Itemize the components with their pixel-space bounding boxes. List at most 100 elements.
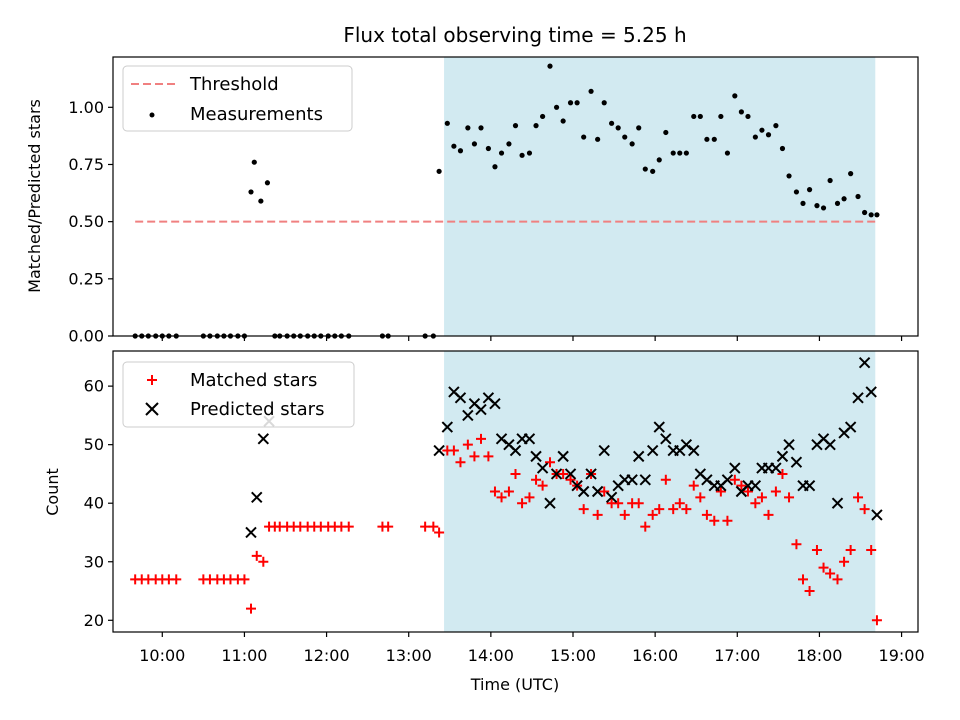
- matched-star-point: [647, 509, 658, 520]
- x-tick-label: 14:00: [468, 646, 514, 665]
- predicted-legend-marker: [145, 402, 159, 416]
- x-axis-label: Time (UTC): [470, 675, 559, 694]
- measurement-point: [663, 129, 669, 136]
- predicted-star-point: [495, 433, 508, 445]
- predicted-star-point: [852, 392, 864, 404]
- predicted-star-point: [680, 438, 693, 451]
- measurement-point: [670, 150, 676, 156]
- matched-star-point: [640, 521, 651, 532]
- y-tick-label: 20: [84, 611, 104, 630]
- matched-star-point: [839, 556, 850, 567]
- top-legend-box: [122, 65, 353, 132]
- x-tick-label: 11:00: [221, 646, 267, 665]
- matched-star-point: [633, 498, 644, 509]
- predicted-star-point: [245, 526, 257, 539]
- measurement-point: [567, 100, 574, 106]
- matched-star-point: [701, 509, 712, 520]
- measurement-point: [718, 113, 724, 120]
- y-tick-label: 1.00: [68, 98, 104, 117]
- matched-star-point: [825, 568, 836, 579]
- matched-star-point: [469, 451, 480, 462]
- bottom-panel: 20 30 40 50 60 10:00 11:00 12:00 13:00 14:00 15:0…: [43, 350, 925, 694]
- measurement-point: [732, 93, 738, 99]
- measurement-point: [248, 189, 254, 195]
- measurement-point: [656, 157, 662, 163]
- bottom-y-axis: 20 30 40 50 60: [84, 377, 113, 630]
- matched-star-point: [832, 574, 843, 585]
- measurement-point: [581, 134, 587, 140]
- predicted-star-point: [646, 444, 659, 457]
- predicted-star-point: [653, 421, 665, 433]
- matched-star-point: [510, 468, 521, 479]
- predicted-star-point: [598, 444, 610, 457]
- matched-star-point: [496, 492, 507, 503]
- measurement-point: [498, 150, 505, 156]
- top-y-axis-label: Matched/Predicted stars: [25, 99, 44, 293]
- matched-star-point: [343, 521, 354, 532]
- predicted-star-point: [536, 462, 549, 474]
- matched-star-point: [246, 603, 256, 614]
- predicted-star-point: [577, 485, 590, 498]
- bottom-legend-box: [122, 361, 355, 428]
- matched-star-point: [489, 486, 500, 497]
- x-tick-label: 17:00: [714, 646, 760, 665]
- predicted-star-point: [257, 433, 270, 445]
- matched-star-point: [859, 504, 870, 515]
- matched-star-point: [251, 550, 262, 561]
- predicted-star-point: [605, 491, 618, 504]
- matched-star-point: [784, 492, 795, 503]
- matched-star-point: [462, 439, 473, 450]
- measurement-point: [588, 88, 594, 94]
- matched-star-point: [428, 521, 439, 532]
- matched-star-point: [736, 480, 747, 491]
- predicted-star-point: [660, 433, 672, 445]
- predicted-star-point: [550, 468, 563, 480]
- measurement-point: [745, 113, 751, 120]
- matched-star-point: [756, 492, 767, 503]
- bottom-x-axis: 10:00 11:00 12:00 13:00 14:00 15:00 16:00 17:00…: [139, 632, 925, 665]
- predicted-star-point: [790, 456, 803, 468]
- x-tick-label: 13:00: [386, 646, 432, 665]
- measurement-point: [533, 123, 539, 129]
- matched-stars-series: [130, 433, 882, 626]
- measurement-point: [855, 193, 861, 200]
- matched-star-point: [545, 457, 555, 468]
- bottom-shaded-region: [444, 351, 876, 632]
- bottom-y-axis-label: Count: [43, 468, 62, 516]
- predicted-star-point: [871, 509, 883, 521]
- measurement-point: [765, 132, 772, 138]
- predicted-star-point: [454, 392, 467, 404]
- matched-star-point: [845, 545, 856, 556]
- matched-star-point: [448, 445, 459, 456]
- measurement-point: [492, 164, 498, 170]
- measurement-point: [773, 123, 779, 129]
- predicted-legend-label: Predicted stars: [190, 399, 324, 420]
- measurement-point: [841, 196, 847, 202]
- shaded-region-rect: [444, 351, 876, 632]
- predicted-star-point: [824, 438, 836, 451]
- measurement-point: [457, 148, 464, 154]
- matched-star-point: [503, 486, 514, 497]
- measurement-point: [451, 143, 457, 149]
- matched-star-point: [171, 574, 182, 585]
- y-tick-label: 0.25: [68, 269, 104, 288]
- measurement-point: [622, 134, 628, 140]
- measurement-point: [759, 127, 765, 133]
- matched-legend-marker: [147, 375, 157, 385]
- predicted-star-point: [251, 491, 263, 504]
- x-tick-label: 19:00: [879, 646, 925, 665]
- predicted-star-point: [858, 357, 871, 369]
- measurement-point: [540, 113, 546, 120]
- measurement-point: [444, 120, 450, 126]
- matched-star-point: [558, 468, 569, 479]
- predicted-star-point: [475, 403, 487, 416]
- chart-title: Flux total observing time = 5.25 h: [343, 23, 686, 47]
- matched-star-point: [517, 498, 528, 509]
- measurement-point: [642, 166, 648, 172]
- measurement-point: [629, 141, 635, 147]
- x-tick-label: 16:00: [632, 646, 678, 665]
- matched-star-point: [866, 545, 877, 556]
- x-tick-label: 18:00: [796, 646, 842, 665]
- measurement-point: [574, 100, 580, 106]
- measurement-point: [264, 180, 271, 186]
